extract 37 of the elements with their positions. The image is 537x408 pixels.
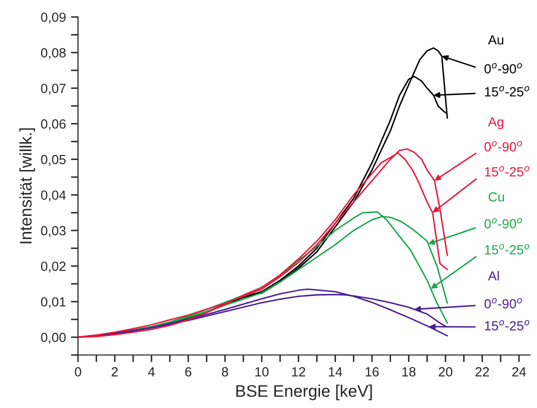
x-tick-label: 20 (438, 367, 452, 376)
y-tick-label: 0,00 (41, 332, 66, 344)
x-axis-title: BSE Energie [keV] (236, 384, 372, 400)
y-tick-label: 0,05 (41, 154, 66, 166)
annotation: Au (488, 35, 504, 45)
annotation: Cu (488, 192, 504, 202)
x-tick-label: 22 (476, 367, 489, 376)
x-tick-label: 18 (402, 367, 416, 376)
y-tick-label: 0,02 (41, 262, 66, 273)
annotation: Ag (488, 117, 504, 130)
x-tick-label: 10 (255, 367, 269, 376)
x-tick-label: 6 (185, 367, 192, 376)
x-tick-label: 14 (328, 367, 342, 376)
y-tick-label: 0,08 (41, 48, 66, 60)
text: 0$^{o}$-90$^{o}$ (484, 218, 522, 228)
x-tick-label: 4 (148, 367, 155, 376)
y-tick-label: 0,03 (41, 226, 66, 237)
text: 0$^{o}$-90$^{o}$ (484, 141, 522, 152)
y-tick-label: 0,07 (41, 84, 66, 95)
legend-label: 15$^{o}$-25$^{o}$ (485, 320, 530, 330)
legend-label: 0$^{o}$-90$^{o}$ (484, 298, 522, 308)
y-tick-label: 0,06 (41, 119, 66, 130)
text: 15$^{o}$-25$^{o}$ (485, 244, 530, 254)
y-tick-label: 0,09 (41, 12, 66, 24)
y-tick-label: 0,04 (41, 190, 66, 202)
annotation: Al (488, 270, 499, 280)
x-tick-label: 12 (292, 367, 306, 376)
x-tick-label: 2 (112, 367, 118, 376)
x-tick-label: 0 (74, 367, 82, 376)
legend-label: 0$^{o}$-90$^{o}$ (484, 63, 522, 74)
x-tick-label: 24 (512, 367, 526, 376)
x-tick-label: 16 (366, 367, 379, 376)
text: 15$^{o}$-25$^{o}$ (485, 166, 530, 176)
y-axis-title: Intensität [willk.] (19, 128, 35, 244)
legend-label: 15$^{o}$-25$^{o}$ (485, 86, 530, 96)
y-tick-label: 0,01 (41, 297, 66, 308)
x-tick-label: 8 (222, 367, 228, 376)
